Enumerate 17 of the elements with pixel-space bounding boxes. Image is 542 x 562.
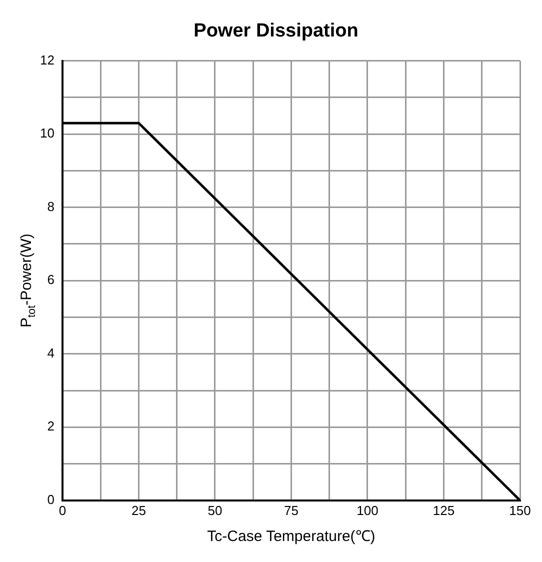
x-tick-label: 0 [58, 502, 66, 518]
x-tick-label: 100 [356, 502, 378, 518]
y-tick-label: 10 [40, 126, 54, 141]
y-axis-title: Ptot-Power(W) [18, 234, 38, 328]
y-tick-label: 4 [47, 345, 54, 360]
x-axis-title: Tc-Case Temperature(℃) [207, 528, 376, 546]
chart-title: Power Dissipation [194, 20, 358, 42]
y-tick-label: 2 [47, 418, 54, 434]
x-tick-label: 50 [208, 502, 222, 518]
y-tick-label: 8 [47, 198, 54, 214]
x-tick-label: 150 [509, 502, 531, 518]
y-tick-label: 0 [47, 492, 54, 507]
y-tick-label: 12 [40, 52, 54, 68]
x-tick-label: 125 [432, 502, 455, 518]
y-tick-label: 6 [47, 272, 54, 288]
x-tick-label: 25 [131, 502, 146, 518]
x-tick-label: 75 [284, 502, 298, 518]
